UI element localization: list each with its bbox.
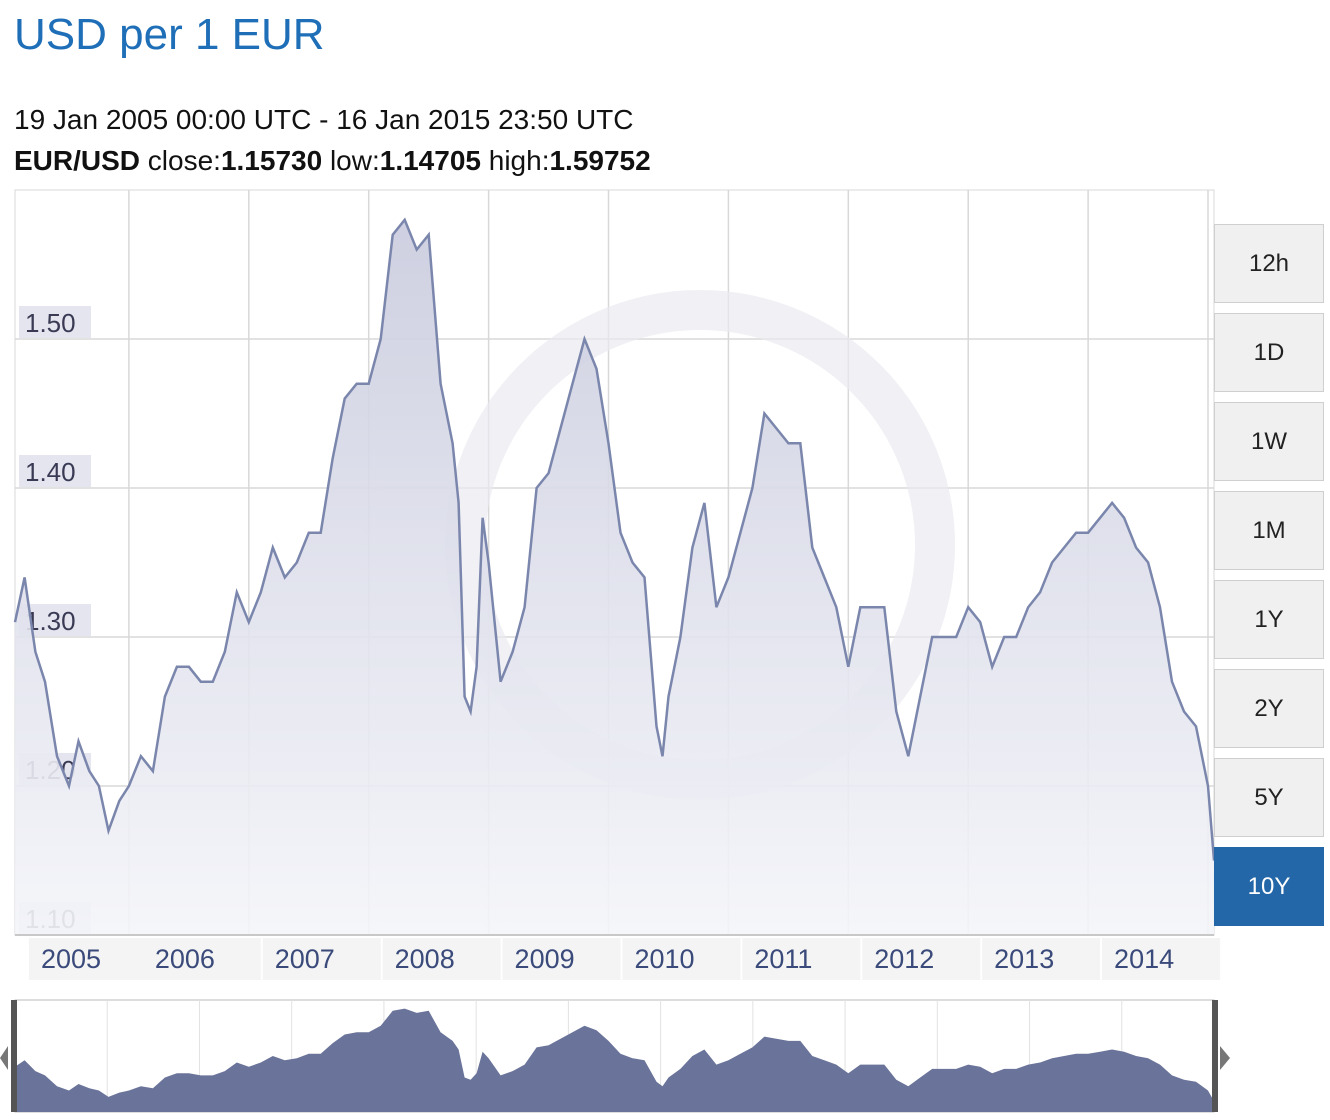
y-tick-label: 1.40: [25, 457, 76, 487]
range-button-2y[interactable]: 2Y: [1214, 669, 1324, 748]
close-label: close:: [147, 145, 221, 176]
x-tick-label: 2011: [754, 944, 812, 974]
x-tick-label: 2013: [994, 944, 1054, 974]
series-line: [13, 217, 1216, 861]
y-tick-label: 1.50: [25, 308, 76, 338]
navigator-right-arrow-icon: [1220, 1046, 1230, 1070]
x-tick-label-bg: [862, 938, 981, 980]
x-tick-label-bg: [28, 938, 147, 980]
navigator-area: [15, 1008, 1214, 1112]
navigator-left-handle: [11, 1000, 17, 1112]
range-button-1y[interactable]: 1Y: [1214, 580, 1324, 659]
range-button-5y[interactable]: 5Y: [1214, 758, 1324, 837]
x-tick-label: 2008: [395, 944, 455, 974]
navigator-right-handle: [1212, 1000, 1218, 1112]
x-tick-label-bg: [502, 938, 621, 980]
x-tick-label-bg: [262, 938, 381, 980]
navigator-left-arrow-icon: [0, 1046, 8, 1070]
pair-stats: EUR/USD close:1.15730 low:1.14705 high:1…: [14, 145, 651, 177]
range-button-1w[interactable]: 1W: [1214, 402, 1324, 481]
x-tick-label: 2009: [515, 944, 575, 974]
x-tick-label: 2012: [874, 944, 934, 974]
x-tick-label-bg: [382, 938, 501, 980]
y-tick-label-bg: [19, 455, 91, 487]
low-label: low:: [329, 145, 380, 176]
x-tick-label-bg: [1102, 938, 1221, 980]
range-button-1m[interactable]: 1M: [1214, 491, 1324, 570]
x-tick-label: 2010: [634, 944, 694, 974]
range-button-12h[interactable]: 12h: [1214, 224, 1324, 303]
x-tick-label-bg: [622, 938, 741, 980]
low-value: 1.14705: [379, 145, 481, 176]
x-tick-label: 2014: [1114, 944, 1174, 974]
range-button-group: 12h 1D 1W 1M 1Y 2Y 5Y 10Y: [1214, 224, 1324, 936]
x-tick-label-bg: [142, 938, 261, 980]
y-tick-label-bg: [19, 306, 91, 338]
high-label: high:: [488, 145, 550, 176]
pair-label: EUR/USD: [14, 145, 141, 176]
high-value: 1.59752: [549, 145, 651, 176]
range-button-10y[interactable]: 10Y: [1214, 847, 1324, 926]
x-tick-label-bg: [982, 938, 1101, 980]
x-tick-label: 2007: [275, 944, 335, 974]
page-title: USD per 1 EUR: [14, 10, 325, 59]
date-range: 19 Jan 2005 00:00 UTC - 16 Jan 2015 23:5…: [14, 104, 634, 135]
x-tick-label: 2006: [155, 944, 215, 974]
series-area: [15, 219, 1214, 936]
close-value: 1.15730: [220, 145, 323, 176]
x-tick-label: 2005: [41, 944, 101, 974]
range-button-1d[interactable]: 1D: [1214, 313, 1324, 392]
x-tick-label-bg: [742, 938, 861, 980]
